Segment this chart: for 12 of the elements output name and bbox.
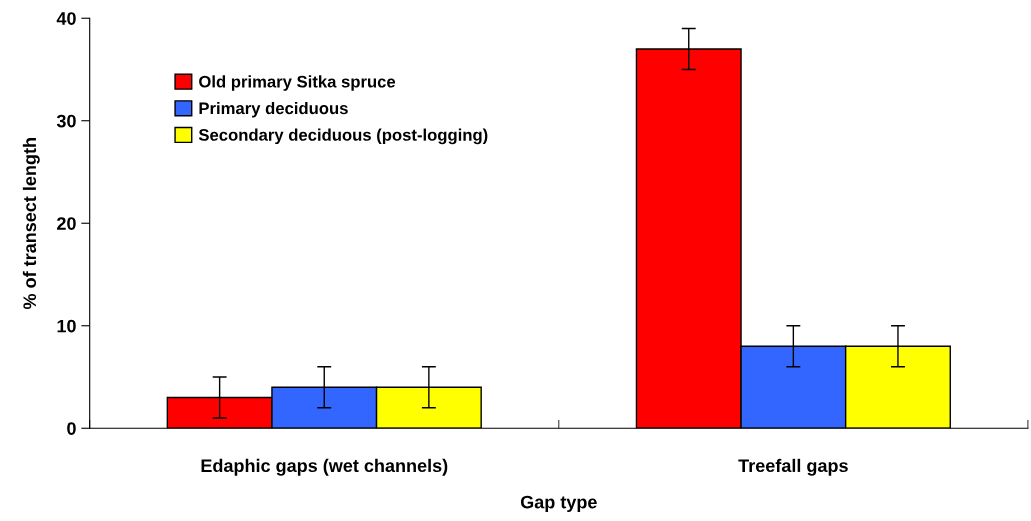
x-axis-title: Gap type xyxy=(520,495,597,512)
y-tick-label: 30 xyxy=(56,114,76,128)
y-tick-label: 10 xyxy=(57,319,76,333)
y-axis-title: % of transect length xyxy=(22,138,40,310)
y-tick-label: 20 xyxy=(57,217,76,230)
y-tick-label: 40 xyxy=(56,12,76,25)
x-tick-label: Edaphic gaps (wet channels) xyxy=(201,458,448,476)
x-tick-label: Treefall gaps xyxy=(738,458,848,476)
legend-label: Old primary Sitka spruce xyxy=(199,75,396,91)
y-tick-label: 0 xyxy=(67,422,76,435)
legend-label: Primary deciduous xyxy=(199,101,348,118)
legend-label: Secondary deciduous (post-logging) xyxy=(198,128,488,145)
